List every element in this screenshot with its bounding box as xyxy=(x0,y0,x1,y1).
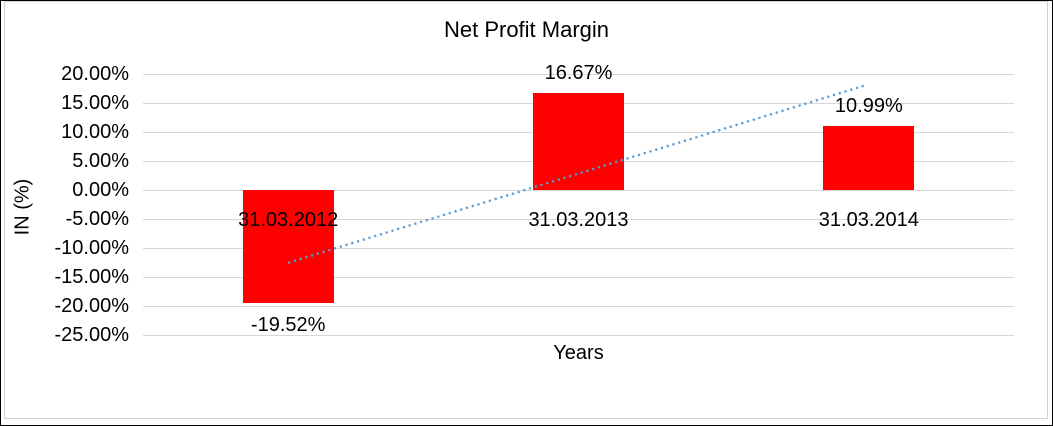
bar xyxy=(242,190,334,304)
trendline xyxy=(287,84,865,264)
y-tick-label: 10.00% xyxy=(61,121,129,143)
category-label: 31.03.2013 xyxy=(528,209,629,231)
category-label: 31.03.2014 xyxy=(818,209,919,231)
gridline xyxy=(143,74,1014,75)
gridline xyxy=(143,335,1014,336)
y-tick-label: -20.00% xyxy=(54,295,130,317)
chart-title: Net Profit Margin xyxy=(443,17,610,42)
gridline xyxy=(143,277,1014,278)
y-tick-label: -15.00% xyxy=(54,266,130,288)
category-label: 31.03.2012 xyxy=(238,209,339,231)
plot-area: 31.03.2012 -19.52% 31.03.2013 16.67% 31.03.2… xyxy=(143,62,1014,337)
y-tick-label: -10.00% xyxy=(54,237,130,259)
y-tick-label: 5.00% xyxy=(72,150,129,172)
y-axis-tick-labels: 20.00% 15.00% 10.00% 5.00% 0.00% -5.00% -10.00… xyxy=(1,63,130,346)
bar-value-label: 16.67% xyxy=(544,62,613,85)
bar xyxy=(823,126,915,190)
gridline xyxy=(143,306,1014,307)
bar xyxy=(533,93,624,190)
bar-value-label: 10.99% xyxy=(834,95,903,118)
y-tick-label: 0.00% xyxy=(72,179,129,201)
y-tick-label: -5.00% xyxy=(65,208,129,230)
bar-value-label: -19.52% xyxy=(250,314,326,337)
gridline xyxy=(143,248,1014,249)
gridline xyxy=(143,219,1014,220)
y-tick-label: -25.00% xyxy=(54,324,130,346)
x-axis-title: Years xyxy=(553,342,604,364)
gridline xyxy=(143,190,1014,191)
y-tick-label: 15.00% xyxy=(61,92,129,114)
y-tick-label: 20.00% xyxy=(61,63,129,85)
